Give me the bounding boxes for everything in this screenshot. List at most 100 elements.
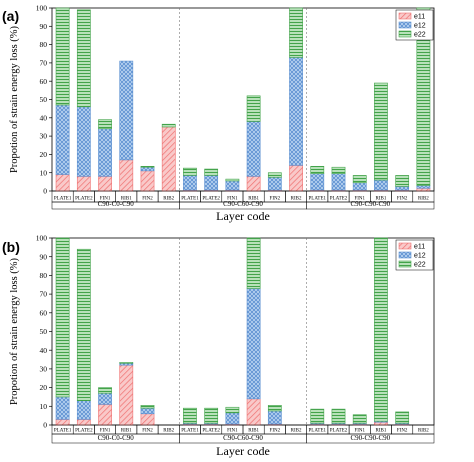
group-label: C90-C90-C90 [350,200,390,208]
bar-e12 [246,121,261,177]
category-label: PLATE2 [75,197,93,202]
bar-e22 [225,178,240,182]
category-label: RIB1 [248,429,259,434]
bar-e11 [76,419,91,426]
bar-e12 [183,175,197,191]
bar-e22 [374,237,388,422]
y-tick-label: 100 [36,234,48,243]
y-tick-label: 60 [40,77,48,86]
bar-e22 [225,406,240,414]
y-tick-label: 50 [40,95,48,104]
group-label: C90-C90-C90 [350,434,390,442]
category-label: RIB2 [291,197,302,202]
category-label: RIB2 [418,429,429,434]
bar-e12 [395,186,410,191]
y-axis-label: Propotion of strain energy loss (%) [9,257,20,405]
category-label: RIB2 [163,197,174,202]
bar-e12 [331,173,346,191]
panel-label: (a) [2,8,19,24]
bar-e22 [183,167,197,176]
bar-e22 [98,119,112,130]
legend-swatch-e12 [398,251,412,259]
y-tick-label: 0 [43,421,47,430]
bar-e11 [98,404,112,426]
bar-e12 [246,288,261,400]
bar-e22 [55,7,70,106]
bar-e11 [140,413,155,426]
bar-e22 [331,408,346,424]
bar-e22 [352,175,367,184]
group-label: C90-C60-C90 [223,200,263,208]
bar-e12 [140,407,155,415]
bar-e12 [76,400,91,420]
bar-e22 [289,7,303,58]
bar-e11 [374,421,388,426]
legend-swatch-e11 [398,12,412,20]
legend-swatch-e12 [398,21,412,29]
category-label: FIN1 [100,429,111,434]
bar-e22 [140,165,155,168]
category-label: FIN2 [397,197,408,202]
y-tick-label: 10 [40,168,48,177]
bar-e12 [98,392,112,405]
bar-e12 [140,166,155,172]
category-label: RIB1 [248,197,259,202]
y-tick-label: 0 [43,187,47,196]
y-tick-label: 70 [40,59,48,68]
category-label: RIB2 [291,429,302,434]
bar-e22 [98,387,112,394]
category-label: PLATE2 [75,429,93,434]
category-label: RIB1 [376,197,387,202]
bar-e22 [267,172,282,178]
bar-e12 [267,410,282,425]
category-label: FIN1 [227,429,238,434]
bar-e22 [352,414,367,424]
legend-label: e12 [414,253,426,260]
bar-e22 [204,407,219,424]
bar-e22 [395,175,410,187]
group-cell [306,433,435,444]
y-tick-label: 20 [40,150,48,159]
legend-swatch-e22 [398,260,412,268]
bar-e12 [267,176,282,191]
bar-e12 [289,57,303,166]
x-axis-label: Layer code [216,444,270,458]
legend-swatch-e11 [398,242,412,250]
category-label: PLATE1 [181,197,199,202]
category-label: FIN2 [270,197,281,202]
y-tick-label: 60 [40,308,48,317]
x-axis-label: Layer code [216,209,270,223]
bar-e22 [246,237,261,289]
bar-e12 [310,173,325,191]
category-label: RIB1 [121,197,132,202]
bar-e12 [225,180,240,191]
y-tick-label: 90 [40,22,48,31]
bar-e11 [246,398,261,426]
category-label: PLATE2 [330,429,348,434]
bar-e11 [98,176,112,192]
bar-e22 [119,362,134,364]
bar-e22 [331,166,346,174]
category-label: PLATE1 [181,429,199,434]
bar-e22 [416,7,431,186]
category-label: FIN2 [142,197,153,202]
category-label: FIN1 [227,197,238,202]
bar-e11 [55,174,70,192]
bar-e22 [76,9,91,108]
bar-e12 [204,175,219,191]
y-tick-label: 40 [40,113,48,122]
category-label: PLATE1 [54,429,72,434]
bar-e22 [310,165,325,174]
legend-label: e11 [414,14,425,21]
category-label: PLATE2 [202,197,220,202]
legend-label: e12 [414,23,426,30]
bar-e11 [119,159,134,192]
legend-swatch-e22 [398,30,412,38]
y-tick-label: 10 [40,402,48,411]
category-label: PLATE1 [54,197,72,202]
category-label: RIB2 [163,429,174,434]
bar-e11 [246,176,261,192]
bar-e22 [267,405,282,412]
category-label: RIB2 [418,197,429,202]
